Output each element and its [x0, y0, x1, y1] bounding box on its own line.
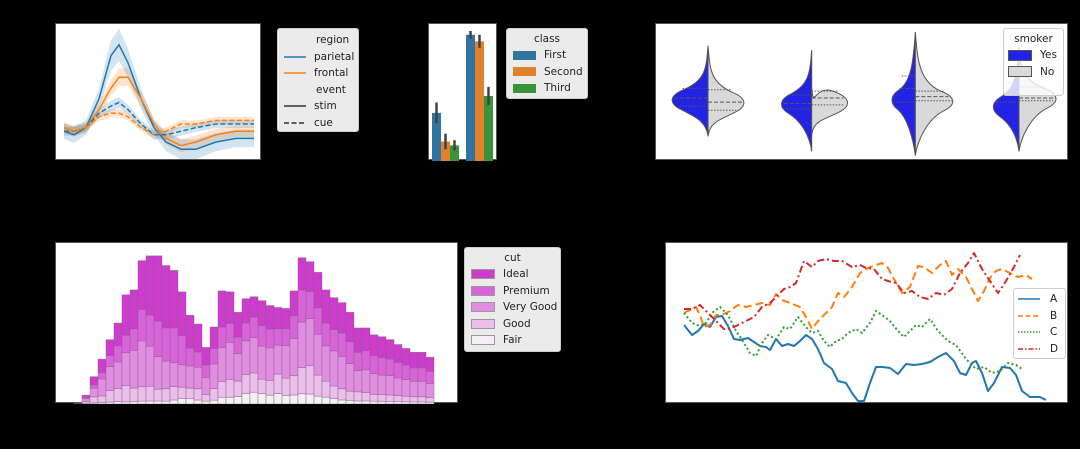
violin-axes [655, 23, 1068, 160]
color-swatch-icon [471, 285, 495, 296]
legend-item-ideal: Ideal [471, 266, 554, 283]
line-swatch-icon [284, 72, 306, 74]
color-swatch-icon [1008, 66, 1032, 78]
legend-item-second: Second [513, 64, 583, 81]
dashed-line-swatch-icon [1018, 315, 1040, 317]
legend-item-no: No [1008, 64, 1059, 81]
legend-item-a: A [1018, 291, 1061, 308]
legend-title-event: event [316, 83, 346, 96]
legend-title-smoker: smoker [1014, 33, 1053, 45]
line-swatch-icon [1018, 298, 1040, 300]
color-swatch-icon [471, 302, 495, 313]
color-swatch-icon [471, 269, 495, 280]
color-swatch-icon [513, 50, 536, 60]
legend-item-yes: Yes [1008, 47, 1059, 64]
line-swatch-icon [284, 56, 306, 58]
legend-item-very-good: Very Good [471, 299, 557, 316]
color-swatch-icon [471, 335, 495, 346]
line-swatch-icon [284, 105, 306, 107]
legend-item-cue: cue [284, 115, 352, 132]
lines-axes [665, 242, 1068, 403]
legend-item-first: First [513, 47, 581, 64]
timeseries-axes [55, 23, 261, 160]
legend-title-cut: cut [504, 252, 521, 264]
histogram-plot [73, 255, 435, 404]
timeseries-legend: region parietal frontal event stim cue [277, 28, 359, 132]
color-swatch-icon [1008, 49, 1032, 61]
legend-item-frontal: frontal [284, 65, 352, 82]
smoker-legend: smoker Yes No [1003, 28, 1064, 96]
dashed-line-swatch-icon [284, 122, 306, 124]
legend-item-b: B [1018, 308, 1061, 325]
timeseries-plot [63, 28, 254, 160]
class-legend: class First Second Third [506, 28, 588, 99]
legend-item-premium: Premium [471, 283, 554, 300]
histogram-axes [55, 242, 458, 404]
legend-item-fair: Fair [471, 332, 554, 349]
cut-legend: cut Ideal Premium Very Good Good Fair [464, 247, 561, 352]
color-swatch-icon [513, 67, 536, 77]
legend-title-class: class [533, 33, 561, 45]
abcd-legend: A B C D [1013, 288, 1066, 359]
legend-item-good: Good [471, 316, 554, 333]
lines-plot [683, 252, 1047, 402]
grouped-bar-axes [428, 23, 497, 161]
legend-item-c: C [1018, 324, 1061, 341]
dotted-line-swatch-icon [1018, 331, 1040, 333]
legend-item-d: D [1018, 341, 1061, 358]
dashdot-line-swatch-icon [1018, 348, 1040, 350]
violin-plot [671, 32, 1057, 156]
color-swatch-icon [513, 83, 536, 93]
grouped-bar-plot [432, 30, 493, 161]
legend-title-region: region [316, 34, 350, 46]
color-swatch-icon [471, 318, 495, 329]
legend-item-third: Third [513, 80, 581, 97]
legend-item-stim: stim [284, 98, 352, 115]
legend-item-parietal: parietal [284, 49, 354, 66]
